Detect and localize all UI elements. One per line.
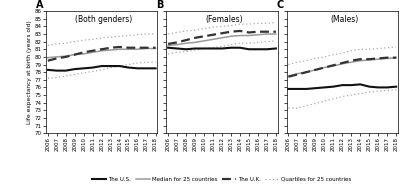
Text: A: A (36, 0, 44, 10)
Text: (Females): (Females) (206, 15, 243, 24)
Text: (Males): (Males) (330, 15, 359, 24)
Y-axis label: Life expectancy at birth (years old): Life expectancy at birth (years old) (27, 20, 32, 124)
Text: (Both genders): (Both genders) (75, 15, 132, 24)
Text: B: B (156, 0, 164, 10)
Text: C: C (276, 0, 284, 10)
Legend: The U.S., Median for 25 countries, The U.K., Quartiles for 25 countries: The U.S., Median for 25 countries, The U… (90, 175, 354, 184)
